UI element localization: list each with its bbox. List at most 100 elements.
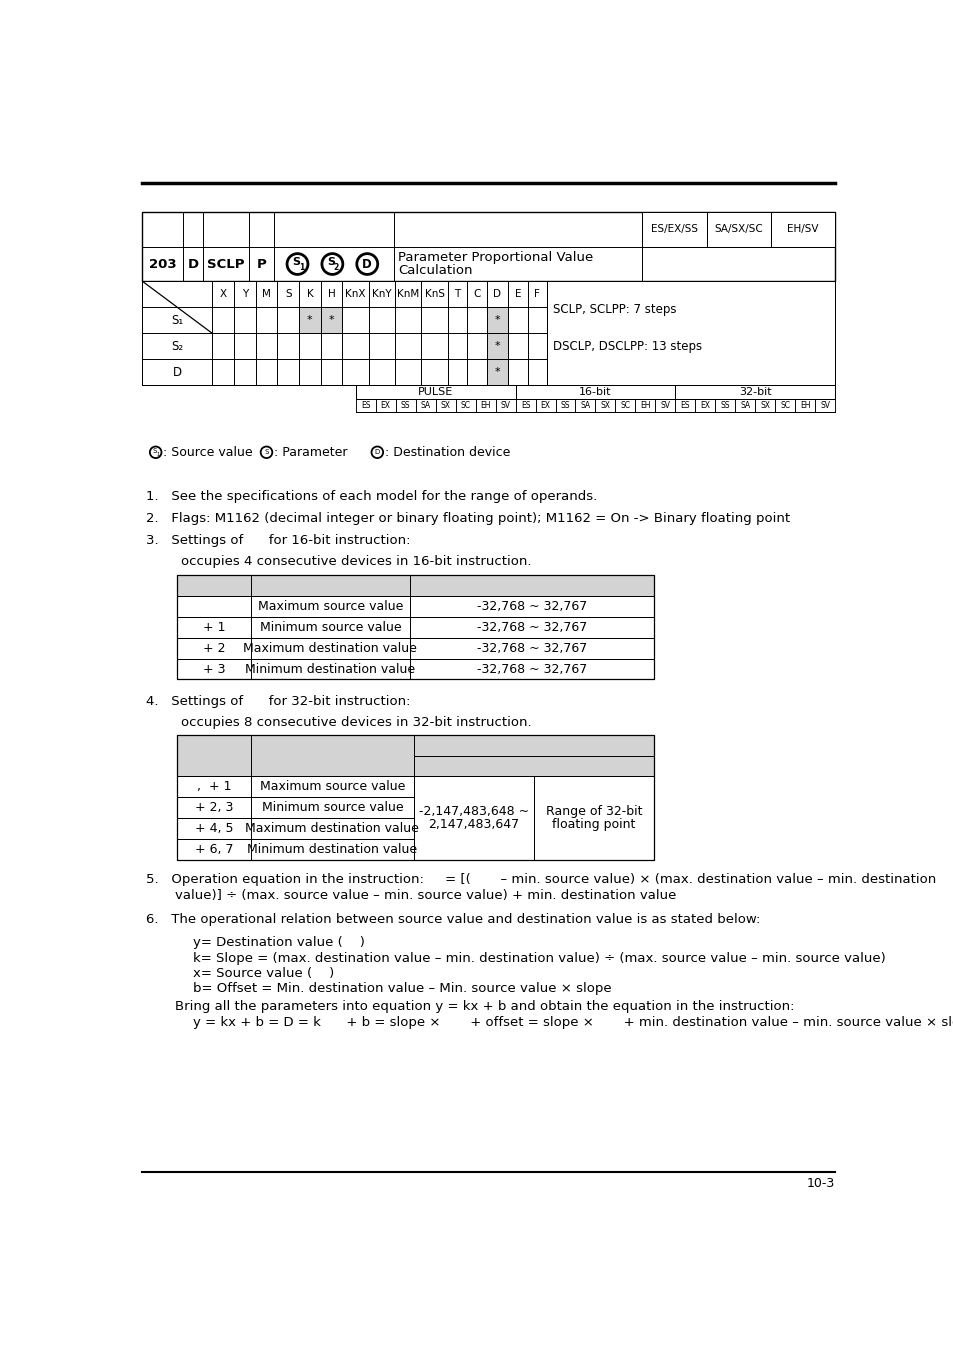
Text: S: S <box>292 258 299 267</box>
Text: F: F <box>534 289 539 300</box>
Bar <box>177 575 654 597</box>
Bar <box>177 575 654 679</box>
Text: 4.   Settings of      for 32-bit instruction:: 4. Settings of for 32-bit instruction: <box>146 694 411 707</box>
Bar <box>436 400 456 412</box>
Text: + 3: + 3 <box>203 663 225 675</box>
Text: 5.   Operation equation in the instruction:     = [(       – min. source value) : 5. Operation equation in the instruction… <box>146 873 936 886</box>
Text: P: P <box>256 258 267 270</box>
Text: *: * <box>494 367 499 377</box>
Bar <box>775 400 795 412</box>
Text: + 2: + 2 <box>203 641 225 655</box>
Text: D: D <box>493 289 501 300</box>
Bar <box>177 734 654 776</box>
Circle shape <box>371 447 383 458</box>
Text: EH: EH <box>800 401 810 410</box>
Text: SA: SA <box>579 401 590 410</box>
Bar <box>495 400 515 412</box>
Bar <box>414 776 534 860</box>
Text: D: D <box>172 366 182 379</box>
Text: Maximum destination value: Maximum destination value <box>243 641 416 655</box>
Circle shape <box>356 254 377 274</box>
Text: b= Offset = Min. destination value – Min. source value × slope: b= Offset = Min. destination value – Min… <box>193 983 611 995</box>
Text: EX: EX <box>540 401 550 410</box>
Text: M: M <box>262 289 271 300</box>
Text: E: E <box>515 289 520 300</box>
Text: SC: SC <box>460 401 470 410</box>
Text: 2: 2 <box>334 263 338 271</box>
Text: Parameter Proportional Value: Parameter Proportional Value <box>397 251 593 265</box>
Bar <box>735 400 755 412</box>
Text: *: * <box>307 316 313 325</box>
Text: SS: SS <box>400 401 410 410</box>
Text: *: * <box>494 342 499 351</box>
Bar <box>142 212 835 281</box>
Text: 1: 1 <box>156 452 160 456</box>
Text: 1.   See the specifications of each model for the range of operands.: 1. See the specifications of each model … <box>146 490 597 504</box>
Text: SX: SX <box>440 401 450 410</box>
Bar <box>534 776 654 860</box>
Text: H: H <box>328 289 335 300</box>
Bar <box>177 637 654 659</box>
Bar <box>142 281 835 385</box>
Text: 2,147,483,647: 2,147,483,647 <box>428 818 518 830</box>
Text: SA: SA <box>740 401 750 410</box>
Bar <box>635 400 655 412</box>
Text: + 1: + 1 <box>203 621 225 634</box>
Text: ,  + 1: , + 1 <box>196 780 232 794</box>
Bar <box>695 400 715 412</box>
Text: D: D <box>362 258 372 270</box>
Text: ES: ES <box>360 401 370 410</box>
Bar <box>755 400 775 412</box>
Text: S: S <box>264 450 269 455</box>
Text: SX: SX <box>599 401 610 410</box>
Text: Minimum source value: Minimum source value <box>259 621 401 634</box>
Text: 203: 203 <box>149 258 176 270</box>
Text: SS: SS <box>560 401 570 410</box>
Bar <box>456 400 475 412</box>
Text: SCLP, SCLPP: 7 steps: SCLP, SCLPP: 7 steps <box>553 304 676 316</box>
Circle shape <box>260 447 272 458</box>
Bar <box>486 333 508 359</box>
Text: value)] ÷ (max. source value – min. source value) + min. destination value: value)] ÷ (max. source value – min. sour… <box>174 888 676 902</box>
Bar <box>486 308 508 333</box>
Text: Bring all the parameters into equation y = kx + b and obtain the equation in the: Bring all the parameters into equation y… <box>174 1000 794 1014</box>
Text: Maximum source value: Maximum source value <box>257 601 403 613</box>
Text: Range of 32-bit: Range of 32-bit <box>545 806 641 818</box>
Text: k= Slope = (max. destination value – min. destination value) ÷ (max. source valu: k= Slope = (max. destination value – min… <box>193 952 884 965</box>
Text: : Parameter: : Parameter <box>274 446 348 459</box>
Text: -32,768 ~ 32,767: -32,768 ~ 32,767 <box>476 621 586 634</box>
Text: 1: 1 <box>298 263 304 271</box>
Bar <box>655 400 675 412</box>
Text: Minimum destination value: Minimum destination value <box>245 663 416 675</box>
Bar <box>395 400 416 412</box>
Text: ES: ES <box>520 401 530 410</box>
Bar <box>177 617 654 637</box>
Text: S₁: S₁ <box>172 313 183 327</box>
Text: y = kx + b = D = k      + b = slope ×       + offset = slope ×       + min. dest: y = kx + b = D = k + b = slope × + offse… <box>193 1015 953 1029</box>
Text: SV: SV <box>500 401 510 410</box>
Text: PULSE: PULSE <box>417 387 453 397</box>
Bar <box>177 734 654 860</box>
Text: Maximum source value: Maximum source value <box>259 780 405 794</box>
Bar <box>575 400 595 412</box>
Text: K: K <box>306 289 313 300</box>
Text: SC: SC <box>780 401 789 410</box>
Text: D: D <box>375 450 379 455</box>
Text: 3.   Settings of      for 16-bit instruction:: 3. Settings of for 16-bit instruction: <box>146 533 411 547</box>
Text: -32,768 ~ 32,767: -32,768 ~ 32,767 <box>476 663 586 675</box>
Circle shape <box>150 447 161 458</box>
Bar <box>177 818 414 838</box>
Text: S: S <box>152 448 156 454</box>
Text: SA: SA <box>420 401 430 410</box>
Text: 32-bit: 32-bit <box>739 387 771 397</box>
Bar <box>355 400 375 412</box>
Text: KnY: KnY <box>372 289 392 300</box>
Text: KnM: KnM <box>396 289 419 300</box>
Text: EH/SV: EH/SV <box>786 224 818 235</box>
Text: T: T <box>454 289 460 300</box>
Text: D: D <box>187 258 198 270</box>
Bar <box>555 400 575 412</box>
Text: : Source value: : Source value <box>163 446 253 459</box>
Bar <box>475 400 495 412</box>
Bar <box>515 400 535 412</box>
